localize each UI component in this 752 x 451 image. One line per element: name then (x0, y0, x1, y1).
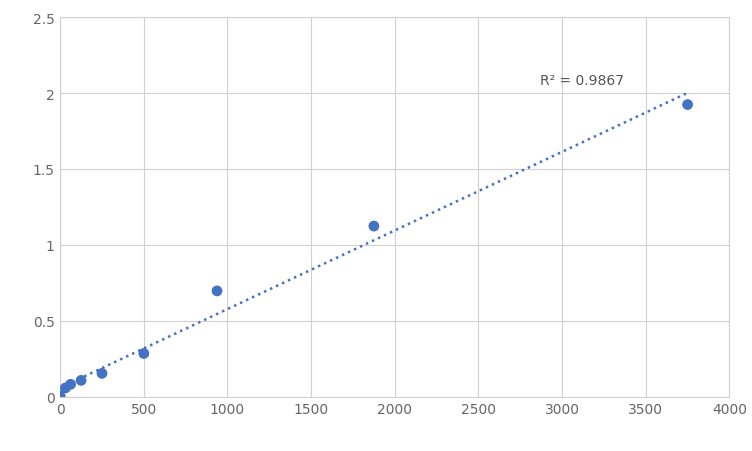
Point (59, 385, 71, 392)
Point (54, 393, 66, 400)
Point (75, 377, 87, 384)
Point (96, 370, 108, 377)
Point (681, 102, 693, 109)
Point (138, 350, 150, 357)
Point (211, 288, 223, 295)
Point (368, 223, 380, 230)
Point (65, 381, 77, 388)
Text: R² = 0.9867: R² = 0.9867 (541, 74, 624, 87)
